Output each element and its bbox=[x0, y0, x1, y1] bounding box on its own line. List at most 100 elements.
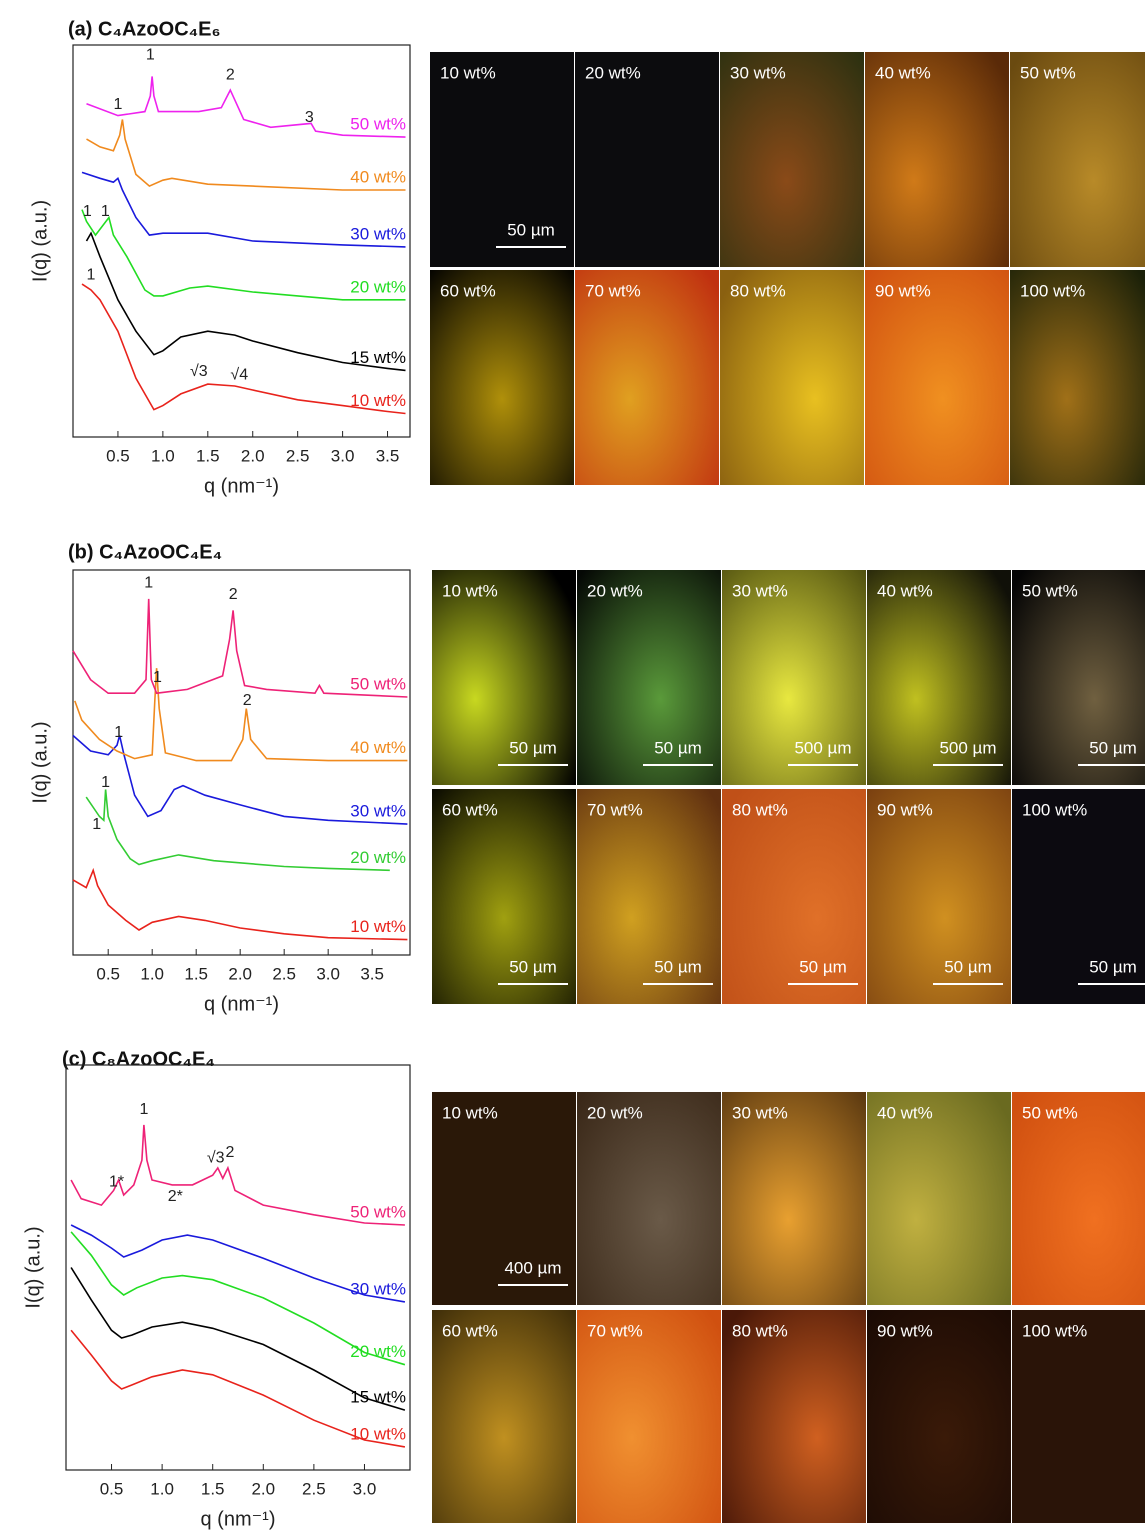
peak-annotation: 1 bbox=[113, 96, 122, 113]
micrograph-label: 90 wt% bbox=[875, 281, 931, 300]
curve bbox=[86, 790, 390, 871]
peak-annotation: 3 bbox=[305, 109, 314, 126]
peak-annotation: 1 bbox=[83, 203, 92, 220]
scale-bar-label: 50 µm bbox=[1089, 738, 1137, 757]
x-tick-label: 2.0 bbox=[228, 964, 252, 983]
plot-frame bbox=[73, 570, 410, 955]
figure: (a) C₄AzoOC₄E₆ 0.5 1.0 1.5 2.0 2.5 3.0 3.5 q (nm… bbox=[0, 0, 1145, 1539]
micrograph-label: 20 wt% bbox=[587, 581, 643, 600]
panel-title: (a) C₄AzoOC₄E₆ bbox=[68, 18, 221, 40]
x-tick-label: 2.5 bbox=[272, 964, 296, 983]
micrograph-label: 10 wt% bbox=[442, 1103, 498, 1122]
peak-annotation: 2 bbox=[229, 586, 238, 603]
scale-bar-label: 50 µm bbox=[654, 738, 702, 757]
x-axis-label: q (nm⁻¹) bbox=[204, 475, 279, 497]
micrograph bbox=[1010, 52, 1145, 267]
micrograph bbox=[865, 270, 1009, 485]
scale-bar-label: 50 µm bbox=[509, 738, 557, 757]
peak-annotation: 1 bbox=[101, 203, 110, 220]
scale-bar-label: 50 µm bbox=[944, 957, 992, 976]
x-tick-label: 1.5 bbox=[184, 964, 208, 983]
scale-bar-label: 50 µm bbox=[799, 957, 847, 976]
x-tick-label: 0.5 bbox=[100, 1479, 124, 1498]
x-tick-label: 2.0 bbox=[241, 446, 265, 465]
peak-annotation: 1 bbox=[101, 774, 110, 791]
x-tick-label: 3.0 bbox=[316, 964, 340, 983]
x-tick-label: 0.5 bbox=[96, 964, 120, 983]
peak-annotation: 2* bbox=[168, 1188, 183, 1205]
micrograph bbox=[577, 1310, 721, 1523]
panel-title: (b) C₄AzoOC₄E₄ bbox=[68, 541, 222, 563]
micrograph bbox=[720, 52, 864, 267]
series-label: 20 wt% bbox=[350, 848, 406, 867]
micrograph bbox=[865, 52, 1009, 267]
y-axis-label: I(q) (a.u.) bbox=[29, 721, 51, 803]
micrograph-label: 80 wt% bbox=[732, 800, 788, 819]
peak-annotation: 1 bbox=[139, 1101, 148, 1118]
micrograph-label: 80 wt% bbox=[730, 281, 786, 300]
micrograph-label: 100 wt% bbox=[1022, 800, 1087, 819]
peak-annotation: √3 bbox=[207, 1149, 225, 1166]
micrograph-label: 10 wt% bbox=[442, 581, 498, 600]
plot-frame bbox=[66, 1065, 410, 1470]
peak-annotation: 1* bbox=[109, 1173, 124, 1190]
micrograph-label: 40 wt% bbox=[877, 1103, 933, 1122]
micrograph bbox=[867, 1310, 1011, 1523]
series-label: 20 wt% bbox=[350, 1342, 406, 1361]
x-tick-label: 2.0 bbox=[251, 1479, 275, 1498]
scale-bar-label: 50 µm bbox=[507, 220, 555, 239]
x-tick-label: 1.5 bbox=[201, 1479, 225, 1498]
micrograph-label: 100 wt% bbox=[1020, 281, 1085, 300]
micrograph-label: 100 wt% bbox=[1022, 1321, 1087, 1340]
micrograph-label: 60 wt% bbox=[442, 800, 498, 819]
micrograph bbox=[1012, 1310, 1145, 1523]
peak-annotation: 1 bbox=[92, 816, 101, 833]
peak-annotation: 2 bbox=[225, 1144, 234, 1161]
micrograph bbox=[1010, 270, 1145, 485]
series-label: 40 wt% bbox=[350, 738, 406, 757]
x-tick-label: 3.5 bbox=[376, 446, 400, 465]
x-tick-label: 3.5 bbox=[360, 964, 384, 983]
micrograph bbox=[430, 270, 574, 485]
x-tick-label: 1.0 bbox=[140, 964, 164, 983]
x-tick-label: 0.5 bbox=[106, 446, 130, 465]
panel-title: (c) C₈AzoOC₄E₄ bbox=[62, 1048, 215, 1070]
series-label: 20 wt% bbox=[350, 277, 406, 296]
series-label: 50 wt% bbox=[350, 115, 406, 134]
series-label: 30 wt% bbox=[350, 802, 406, 821]
peak-annotation: 1 bbox=[146, 46, 155, 63]
micrograph-label: 30 wt% bbox=[730, 63, 786, 82]
micrograph-label: 50 wt% bbox=[1020, 63, 1076, 82]
micrograph-label: 10 wt% bbox=[440, 63, 496, 82]
scale-bar-label: 50 µm bbox=[654, 957, 702, 976]
series-label: 30 wt% bbox=[350, 1279, 406, 1298]
micrograph-label: 20 wt% bbox=[587, 1103, 643, 1122]
series-label: 50 wt% bbox=[350, 1202, 406, 1221]
series-label: 15 wt% bbox=[350, 1388, 406, 1407]
peak-annotation: 1 bbox=[144, 574, 153, 591]
micrograph-label: 50 wt% bbox=[1022, 1103, 1078, 1122]
series-label: 40 wt% bbox=[350, 168, 406, 187]
scale-bar-label: 500 µm bbox=[939, 738, 996, 757]
micrograph-label: 90 wt% bbox=[877, 800, 933, 819]
peak-annotation: 2 bbox=[226, 66, 235, 83]
micrograph-label: 40 wt% bbox=[875, 63, 931, 82]
series-label: 50 wt% bbox=[350, 675, 406, 694]
scale-bar-label: 50 µm bbox=[1089, 957, 1137, 976]
micrograph bbox=[867, 1092, 1011, 1305]
x-tick-label: 2.5 bbox=[302, 1479, 326, 1498]
micrograph-label: 60 wt% bbox=[440, 281, 496, 300]
y-axis-label: I(q) (a.u.) bbox=[22, 1226, 44, 1308]
peak-annotation: 1 bbox=[87, 266, 96, 283]
x-axis-label: q (nm⁻¹) bbox=[201, 1508, 276, 1530]
series-label: 10 wt% bbox=[350, 917, 406, 936]
micrograph bbox=[577, 1092, 721, 1305]
micrograph-label: 90 wt% bbox=[877, 1321, 933, 1340]
micrograph-label: 40 wt% bbox=[877, 581, 933, 600]
peak-annotation: √3 bbox=[190, 363, 208, 380]
x-tick-label: 3.0 bbox=[331, 446, 355, 465]
series-label: 10 wt% bbox=[350, 391, 406, 410]
x-tick-label: 1.0 bbox=[151, 446, 175, 465]
y-axis-label: I(q) (a.u.) bbox=[29, 200, 51, 282]
micrograph-label: 30 wt% bbox=[732, 581, 788, 600]
